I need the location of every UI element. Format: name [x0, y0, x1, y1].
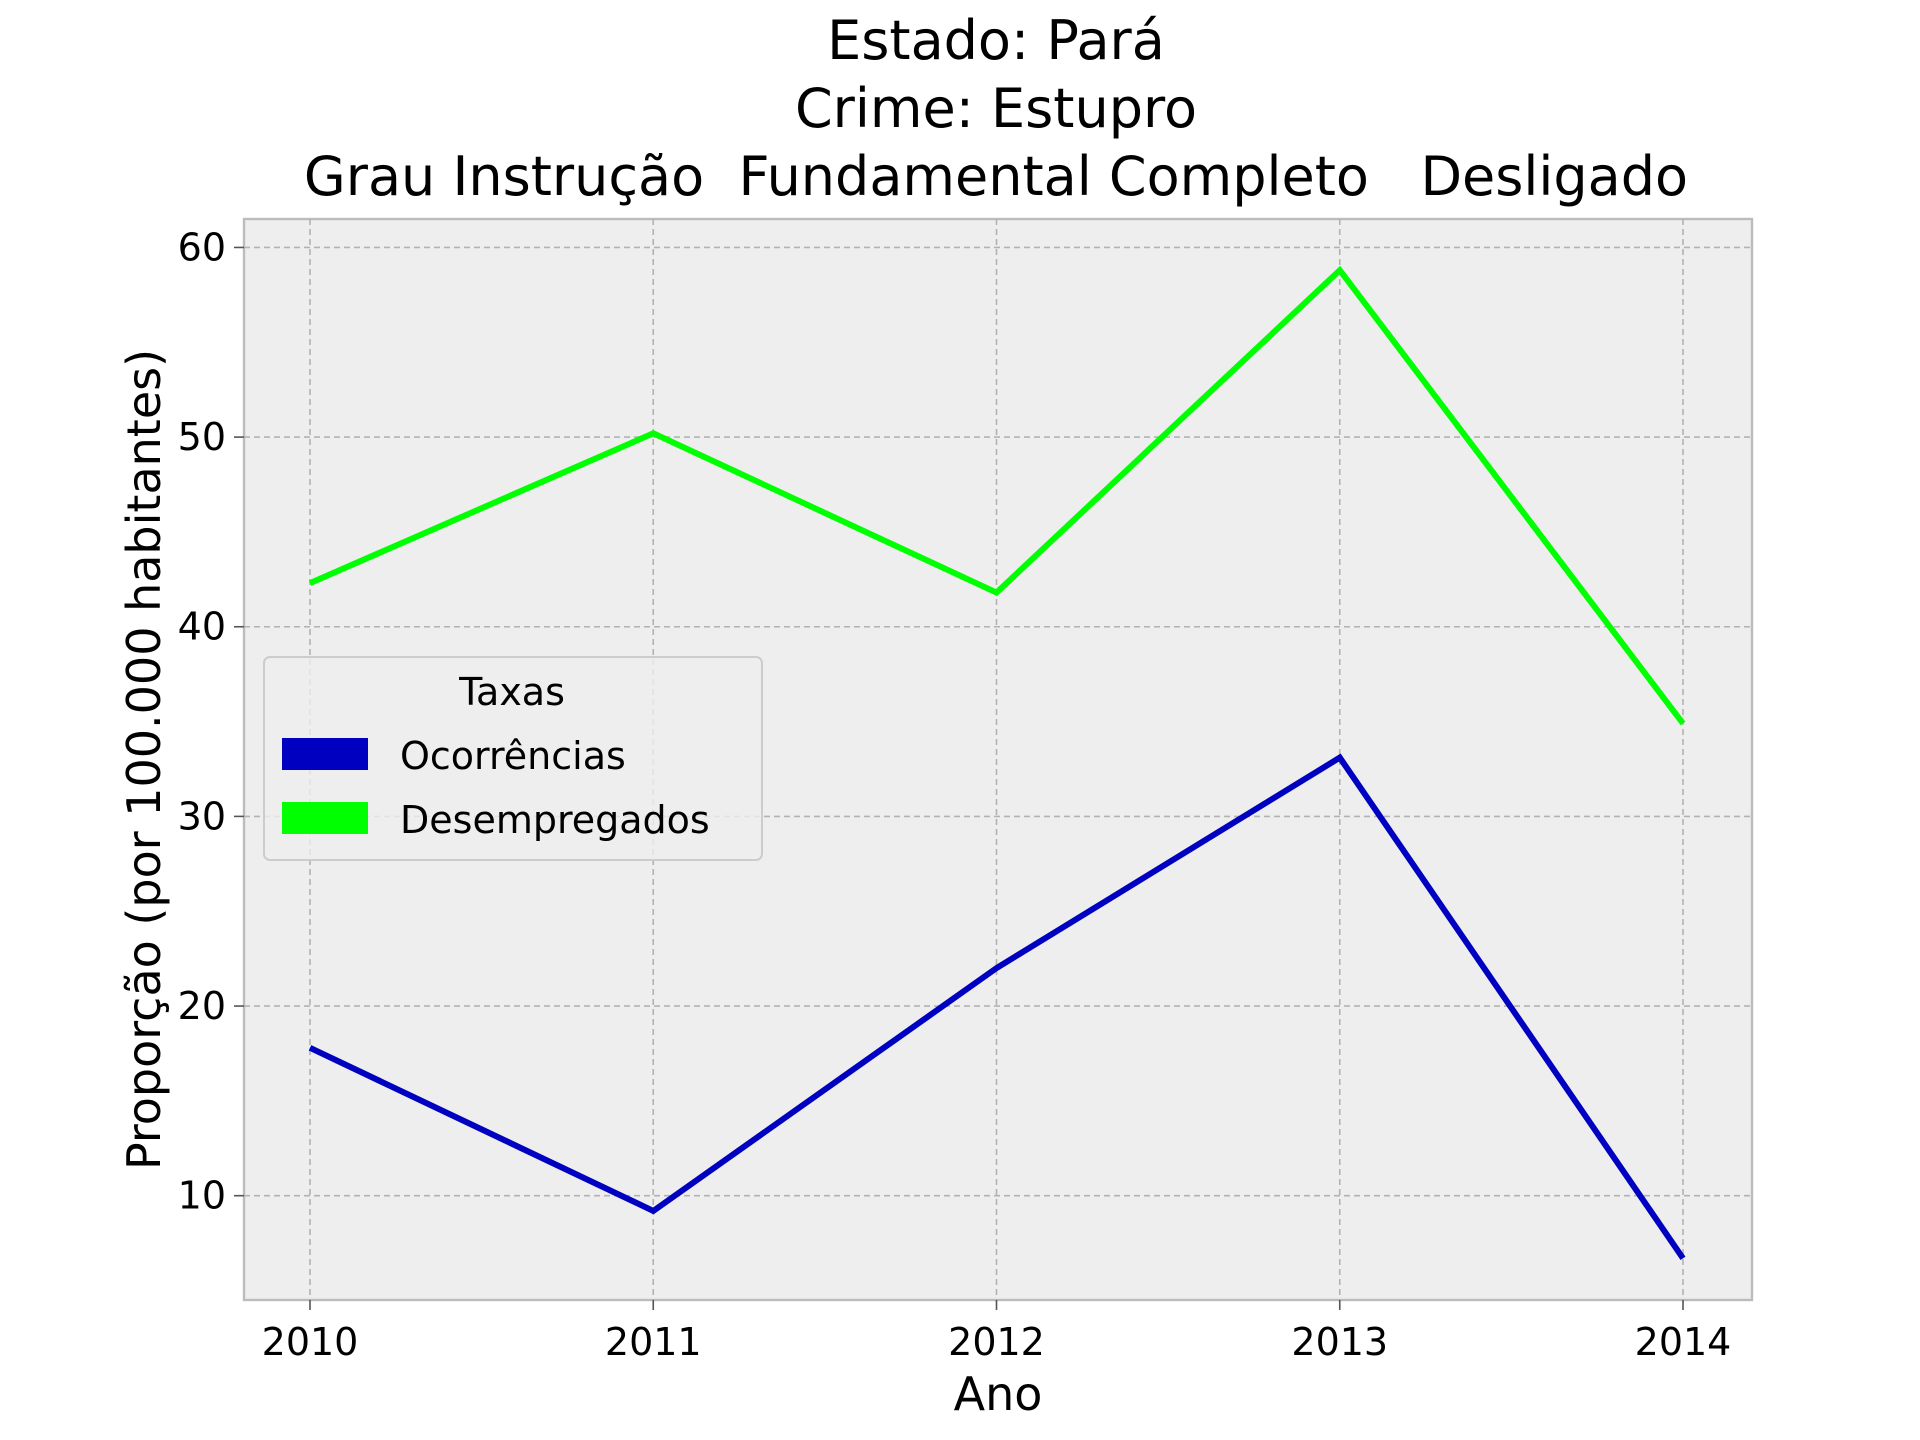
chart-title-line: Grau Instrução Fundamental Completo Desl…	[304, 145, 1688, 208]
y-tick-label: 40	[178, 605, 226, 649]
y-axis: 10 20 30 40 50 60	[178, 225, 244, 1218]
legend-swatch	[282, 802, 368, 834]
y-tick-label: 20	[178, 984, 226, 1028]
y-tick-label: 60	[178, 225, 226, 269]
x-axis: 2010 2011 2012 2013 2014	[262, 1300, 1732, 1364]
legend-swatch	[282, 738, 368, 770]
x-tick-label: 2014	[1635, 1320, 1732, 1364]
chart-title-line: Estado: Pará	[827, 9, 1165, 72]
legend-item-label: Ocorrências	[400, 734, 626, 778]
legend-box	[263, 656, 763, 861]
grid	[244, 219, 1752, 1300]
series-line-ocorrências	[308, 753, 1686, 1260]
chart-title-line: Crime: Estupro	[795, 77, 1197, 140]
legend-title: Taxas	[458, 670, 565, 714]
y-axis-label: Proporção (por 100.000 habitantes)	[117, 349, 171, 1170]
y-tick-label: 30	[178, 794, 226, 838]
x-tick-label: 2012	[948, 1320, 1045, 1364]
x-tick-label: 2013	[1291, 1320, 1388, 1364]
series-line-desempregados	[308, 265, 1686, 726]
y-tick-label: 50	[178, 415, 226, 459]
x-axis-label: Ano	[954, 1367, 1043, 1421]
legend-item-label: Desempregados	[400, 798, 710, 842]
y-tick-label: 10	[178, 1174, 226, 1218]
x-tick-label: 2010	[262, 1320, 359, 1364]
x-tick-label: 2011	[605, 1320, 702, 1364]
series-lines	[308, 265, 1686, 1260]
legend: Taxas Ocorrências Desempregados	[263, 656, 763, 861]
